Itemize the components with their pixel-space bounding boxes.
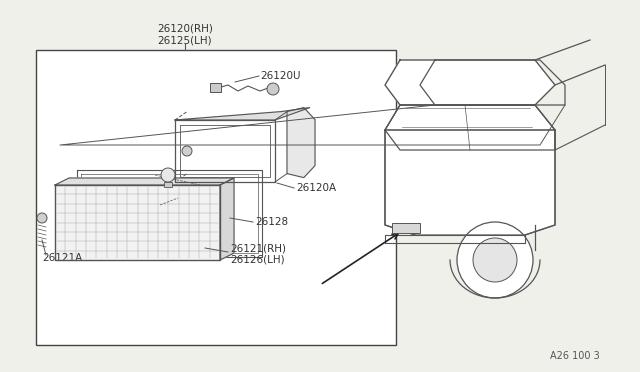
Circle shape	[473, 238, 517, 282]
Polygon shape	[385, 130, 555, 235]
Text: 26128: 26128	[255, 217, 288, 227]
Text: 26120U: 26120U	[260, 71, 301, 81]
Text: 26121A: 26121A	[42, 253, 83, 263]
Polygon shape	[55, 178, 234, 185]
Text: 26121(RH): 26121(RH)	[230, 243, 286, 253]
Text: 26125(LH): 26125(LH)	[157, 35, 212, 45]
Bar	[392, 223, 420, 233]
Circle shape	[161, 168, 175, 182]
Polygon shape	[287, 108, 315, 177]
Polygon shape	[385, 60, 555, 105]
Text: 26126(LH): 26126(LH)	[230, 255, 285, 265]
Polygon shape	[385, 105, 555, 150]
Bar	[164, 182, 172, 187]
Polygon shape	[175, 108, 310, 120]
Circle shape	[457, 222, 533, 298]
Bar	[36, 50, 396, 345]
Text: 26120A: 26120A	[296, 183, 336, 193]
Polygon shape	[55, 185, 220, 260]
Circle shape	[182, 146, 192, 156]
Circle shape	[37, 213, 47, 223]
Circle shape	[267, 83, 279, 95]
Text: 26120(RH): 26120(RH)	[157, 23, 213, 33]
Polygon shape	[220, 178, 234, 260]
Bar	[210, 83, 221, 92]
Text: A26 100 3: A26 100 3	[550, 351, 600, 361]
